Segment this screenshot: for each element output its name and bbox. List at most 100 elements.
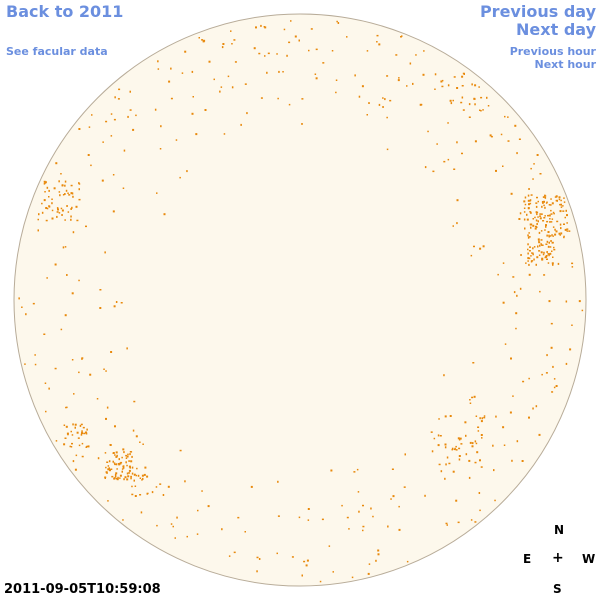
facula-speck	[382, 106, 384, 108]
facula-speck	[558, 232, 560, 235]
facula-speck	[480, 466, 483, 468]
facula-speck	[563, 201, 566, 203]
facula-speck	[536, 223, 538, 225]
facula-speck	[533, 163, 535, 165]
facula-speck	[532, 253, 534, 256]
facula-speck	[133, 400, 136, 403]
facula-speck	[545, 255, 548, 257]
facula-speck	[562, 210, 565, 212]
facula-speck	[362, 525, 365, 528]
facula-speck	[513, 291, 516, 294]
facula-speck	[220, 86, 223, 88]
facula-speck	[527, 260, 529, 262]
facula-speck	[516, 294, 518, 297]
facula-speck	[490, 135, 493, 138]
facula-speck	[409, 62, 412, 65]
next-hour-link[interactable]: Next hour	[534, 58, 597, 71]
facula-speck	[536, 154, 539, 156]
facula-speck	[64, 314, 67, 317]
facula-speck	[133, 479, 135, 482]
facula-speck	[528, 257, 531, 260]
facula-speck	[545, 255, 548, 258]
facula-speck	[551, 250, 553, 252]
facula-speck	[112, 174, 115, 176]
facula-speck	[125, 457, 128, 459]
previous-hour-link[interactable]: Previous hour	[509, 45, 596, 58]
facula-speck	[112, 452, 115, 454]
facula-speck	[538, 231, 541, 234]
facula-speck	[540, 244, 543, 246]
facula-speck	[438, 418, 440, 420]
next-day-link[interactable]: Next day	[516, 20, 596, 39]
facula-speck	[493, 469, 495, 472]
facula-speck	[115, 451, 118, 454]
back-to-year-link[interactable]: Back to 2011	[6, 2, 124, 21]
facula-speck	[528, 273, 531, 276]
facula-speck	[397, 79, 400, 82]
facula-speck	[378, 43, 381, 46]
facula-speck	[162, 494, 165, 496]
facula-speck	[535, 202, 538, 204]
facula-speck	[120, 461, 123, 464]
facula-speck	[99, 307, 102, 309]
facula-speck	[571, 266, 574, 268]
facula-speck	[119, 477, 121, 479]
facula-speck	[70, 218, 72, 221]
facula-speck	[115, 455, 118, 458]
facula-speck	[370, 507, 372, 510]
facula-speck	[263, 26, 266, 28]
facula-speck	[43, 199, 46, 202]
facula-speck	[549, 246, 552, 248]
facula-speck	[184, 480, 186, 483]
facula-speck	[546, 251, 548, 253]
facula-speck	[386, 75, 389, 77]
facula-speck	[146, 492, 149, 495]
facula-speck	[179, 176, 181, 179]
facula-speck	[301, 574, 303, 577]
facula-speck	[109, 469, 111, 472]
facula-speck	[213, 78, 215, 81]
facula-speck	[535, 219, 538, 222]
facula-speck	[468, 116, 471, 118]
see-facular-data-link[interactable]: See facular data	[6, 45, 108, 58]
facula-speck	[70, 215, 72, 218]
facula-speck	[115, 477, 118, 480]
facula-speck	[78, 198, 81, 201]
observation-timestamp: 2011-09-05T10:59:08	[4, 582, 161, 597]
facula-speck	[535, 405, 538, 408]
facula-speck	[536, 256, 539, 259]
facula-speck	[56, 207, 59, 209]
facula-speck	[80, 433, 83, 436]
facula-speck	[122, 519, 124, 521]
facula-speck	[367, 572, 370, 575]
facula-speck	[376, 41, 378, 43]
facula-speck	[116, 468, 118, 470]
facula-speck	[143, 473, 146, 476]
facula-speck	[471, 445, 474, 448]
facula-speck	[492, 444, 494, 447]
facula-speck	[444, 477, 446, 480]
facula-speck	[253, 47, 256, 50]
facula-speck	[108, 460, 111, 463]
facula-speck	[474, 461, 477, 464]
facula-speck	[443, 160, 446, 163]
facula-speck	[198, 37, 200, 39]
facula-speck	[69, 445, 71, 448]
facula-speck	[258, 52, 261, 55]
facula-speck	[51, 202, 53, 205]
facula-speck	[195, 133, 198, 136]
previous-day-link[interactable]: Previous day	[479, 2, 596, 21]
facula-speck	[479, 109, 481, 111]
facula-speck	[476, 451, 479, 454]
facula-speck	[354, 74, 356, 77]
facula-speck	[548, 236, 550, 238]
facula-speck	[412, 82, 414, 85]
facula-speck	[464, 421, 467, 424]
facula-speck	[72, 231, 75, 234]
facula-speck	[525, 262, 527, 264]
facula-speck	[346, 36, 348, 38]
facula-speck	[384, 98, 386, 101]
facula-speck	[560, 203, 562, 206]
facula-speck	[386, 148, 389, 151]
facula-speck	[545, 202, 548, 204]
